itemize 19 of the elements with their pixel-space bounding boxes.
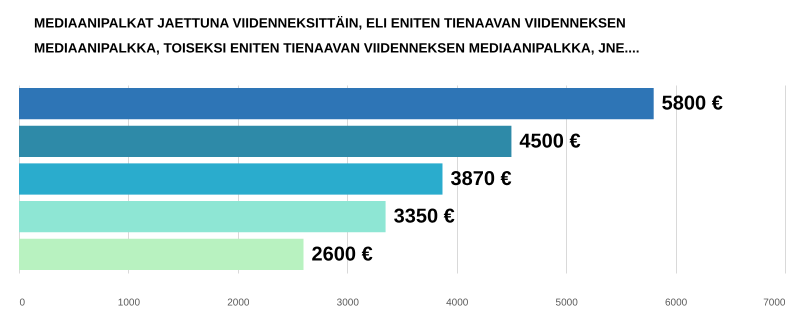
data-label: 5800 € [662, 92, 723, 115]
bar [19, 201, 386, 232]
x-tick-label: 3000 [336, 298, 360, 308]
data-label: 2600 € [312, 243, 373, 266]
data-label: 3870 € [450, 168, 512, 190]
x-tick-label: 6000 [664, 298, 688, 308]
x-tick-label: 0 [20, 298, 26, 308]
bar [19, 163, 442, 195]
bar [19, 238, 304, 270]
bar [19, 88, 654, 120]
data-label: 3350 € [394, 206, 455, 228]
x-tick-label: 4000 [446, 298, 469, 308]
x-tick-label: 1000 [118, 298, 140, 308]
bar [19, 126, 512, 157]
x-tick-label: 7000 [763, 298, 786, 308]
x-tick-label: 2000 [227, 298, 250, 308]
data-label: 4500 € [519, 130, 581, 152]
chart-title: MEDIAANIPALKAT JAETTUNA VIIDENNEKSITTÄIN, ELI ENITEN TIENAAVAN VIIDENNEKSEN MEDIAANIPALKKA, TOISEKSI ENITEN TIENAAVAN VIIDENNEKSEN MEDIAANIPALKKA, JNE.... [34, 16, 640, 56]
x-tick-label: 5000 [556, 298, 578, 308]
